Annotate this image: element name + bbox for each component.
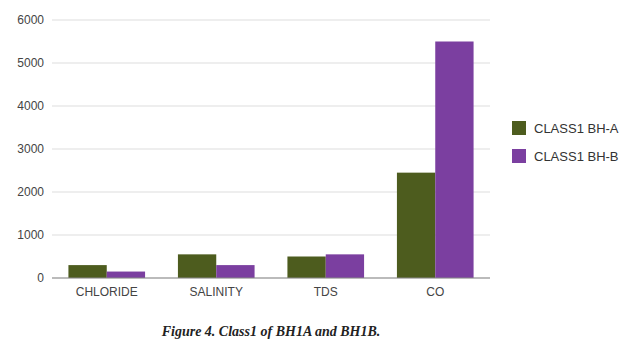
bar (107, 272, 145, 278)
y-tick-label: 1000 (17, 228, 44, 242)
x-tick-label: TDS (314, 285, 338, 299)
legend-swatch (512, 149, 526, 163)
legend-swatch (512, 121, 526, 135)
grid-line (52, 63, 490, 64)
bars (68, 42, 473, 279)
x-axis-line (52, 278, 490, 279)
bar (178, 254, 216, 278)
bar (435, 42, 473, 279)
x-axis: CHLORIDE SALINITY TDS CO (52, 278, 490, 299)
caption: Figure 4. Class1 of BH1A and BH1B. (161, 324, 381, 339)
y-tick-label: 3000 (17, 142, 44, 156)
legend-label: CLASS1 BH-B (534, 149, 619, 164)
chart-container: 0 1000 2000 3000 4000 5000 6000 CHLORIDE SALINIT… (0, 0, 640, 348)
chart: 0 1000 2000 3000 4000 5000 6000 CHLORIDE SALINIT… (0, 0, 640, 348)
x-tick-label: SALINITY (190, 285, 243, 299)
y-axis: 0 1000 2000 3000 4000 5000 6000 (17, 13, 490, 285)
y-tick-label: 2000 (17, 185, 44, 199)
x-tick-label: CHLORIDE (76, 285, 138, 299)
x-tick-label: CO (426, 285, 444, 299)
bar (287, 257, 325, 279)
y-tick-label: 4000 (17, 99, 44, 113)
grid-line (52, 20, 490, 21)
page: {"chart_data": {"type": "bar", "caption"… (0, 0, 640, 348)
grid-line (52, 106, 490, 107)
grid-line (52, 149, 490, 150)
grid-line (52, 278, 490, 279)
y-tick-label: 5000 (17, 56, 44, 70)
bar (397, 173, 435, 278)
y-tick-label: 0 (37, 271, 44, 285)
bar (216, 265, 254, 278)
bar (326, 254, 364, 278)
legend: CLASS1 BH-A CLASS1 BH-B (512, 121, 619, 164)
legend-label: CLASS1 BH-A (534, 121, 619, 136)
y-tick-label: 6000 (17, 13, 44, 27)
bar (68, 265, 106, 278)
